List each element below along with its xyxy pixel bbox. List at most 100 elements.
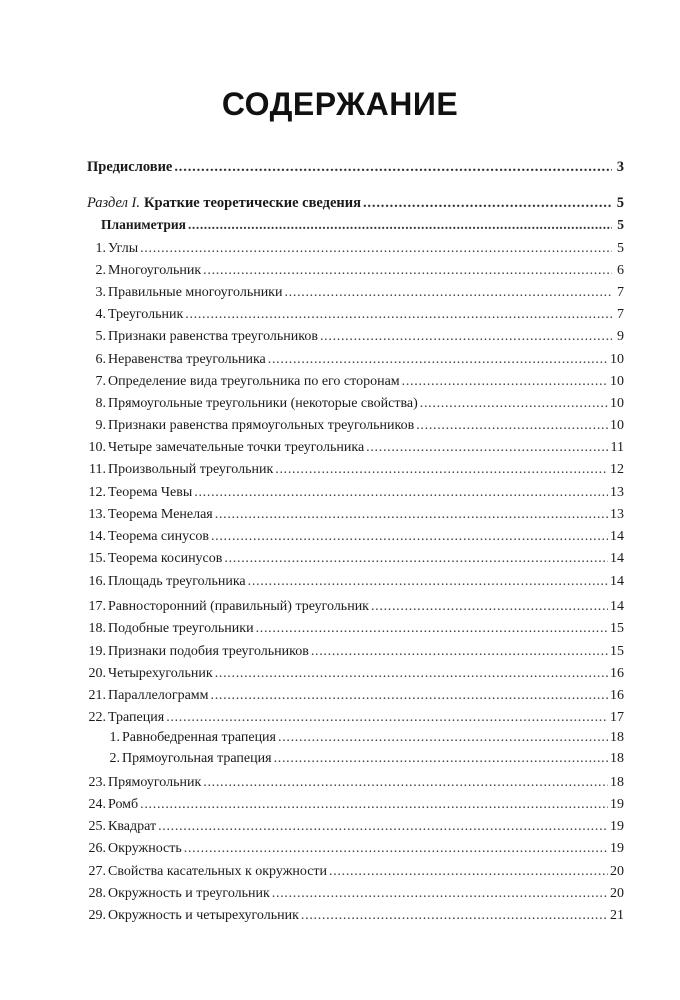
entry-number: 20.: [88, 666, 107, 681]
page-number: 17: [610, 710, 624, 725]
dot-leader: [166, 709, 608, 727]
entry-text: Предисловие: [87, 159, 173, 175]
page-title: СОДЕРЖАНИЕ: [221, 86, 459, 122]
toc-entry[interactable]: 22.Трапеция 17: [78, 709, 625, 727]
dot-leader: [284, 284, 612, 302]
dot-leader: [320, 328, 612, 346]
toc-entry-subsection[interactable]: Планиметрия 5: [99, 216, 624, 234]
entry-number: 6.: [95, 352, 107, 367]
entry-number: 27.: [88, 864, 107, 879]
dot-leader: [402, 373, 608, 391]
page-number: 10: [610, 374, 624, 389]
page-number: 19: [610, 819, 624, 834]
page-number: 21: [610, 908, 624, 923]
toc-entry[interactable]: 17. Равносторонний (правильный) треугольн…: [78, 598, 625, 616]
entry-text: Неравенства треугольника: [108, 352, 266, 367]
toc-entry[interactable]: 23.Прямоугольник 18: [78, 774, 625, 792]
entry-number: 23.: [88, 775, 107, 790]
toc-entry[interactable]: 9. Признаки равенства прямоугольных треуг…: [78, 417, 625, 435]
entry-text: Свойства касательных к окружности: [108, 864, 328, 879]
toc-entry[interactable]: 21.Параллелограмм 16: [78, 687, 625, 705]
toc-entry[interactable]: 16.Площадь треугольника 14: [78, 573, 625, 591]
dot-leader: [278, 729, 608, 747]
toc-entry[interactable]: 2.Многоугольник 6: [78, 262, 625, 280]
entry-text: Теорема синусов: [108, 529, 209, 544]
page-number: 14: [610, 574, 624, 589]
page-number: 20: [610, 886, 624, 901]
page-number: 5: [616, 195, 624, 211]
entry-number: 13.: [88, 507, 107, 522]
page-number: 19: [610, 841, 624, 856]
entry-number: 10.: [88, 440, 107, 455]
toc-entry[interactable]: 4.Треугольник 7: [78, 306, 625, 324]
toc-entry-preface[interactable]: Предисловие 3: [85, 158, 624, 176]
entry-number: 18.: [88, 621, 107, 636]
entry-number: 21.: [88, 688, 107, 703]
toc-entry[interactable]: 7. Определение вида треугольника по его с…: [78, 373, 625, 391]
page-number: 16: [610, 666, 624, 681]
toc-entry[interactable]: 12.Теорема Чевы 13: [78, 484, 625, 502]
entry-text: Окружность: [108, 841, 182, 856]
entry-number: 2.: [95, 263, 107, 278]
toc-entry[interactable]: 6.Неравенства треугольника 10: [78, 351, 625, 369]
page-number: 5: [617, 241, 624, 256]
dot-leader: [211, 528, 608, 546]
toc-entry[interactable]: 5.Признаки равенства треугольников 9: [78, 328, 625, 346]
entry-text: Теорема косинусов: [108, 551, 223, 566]
toc-entry[interactable]: 18.Подобные треугольники 15: [78, 620, 625, 638]
dot-leader: [185, 306, 612, 324]
toc-entry[interactable]: 14.Теорема синусов 14: [78, 528, 625, 546]
entry-text: Четыре замечательные точки треугольника: [108, 440, 365, 455]
dot-leader: [248, 573, 608, 591]
entry-text: Подобные треугольники: [108, 621, 254, 636]
entry-text: Прямоугольные треугольники (некоторые св…: [108, 396, 418, 411]
dot-leader: [371, 598, 608, 616]
toc-entry[interactable]: 1.Углы 5: [78, 240, 625, 258]
dot-leader: [140, 796, 608, 814]
entry-number: 15.: [88, 551, 107, 566]
entry-number: 24.: [88, 797, 107, 812]
entry-number: 19.: [88, 644, 107, 659]
section-prefix: Раздел I.: [87, 195, 141, 211]
dot-leader: [203, 262, 612, 280]
page-number: 16: [610, 688, 624, 703]
toc-entry[interactable]: 20.Четырехугольник 16: [78, 665, 625, 683]
page-number: 7: [617, 307, 624, 322]
toc-entry[interactable]: 3.Правильные многоугольники 7: [78, 284, 625, 302]
toc-subentry[interactable]: 2.Прямоугольная трапеция 18: [100, 750, 625, 768]
page-number: 10: [610, 418, 624, 433]
toc-entry[interactable]: 10. Четыре замечательные точки треугольни…: [78, 439, 625, 457]
toc-entry[interactable]: 25.Квадрат 19: [78, 818, 625, 836]
entry-text: Квадрат: [108, 819, 157, 834]
entry-number: 28.: [88, 886, 107, 901]
entry-text: Площадь треугольника: [108, 574, 246, 589]
dot-leader: [194, 484, 608, 502]
toc-entry[interactable]: 28.Окружность и треугольник 20: [78, 885, 625, 903]
page-number: 20: [610, 864, 624, 879]
toc-entry[interactable]: 24.Ромб 19: [78, 796, 625, 814]
toc-entry[interactable]: 13.Теорема Менелая 13: [78, 506, 625, 524]
dot-leader: [301, 907, 608, 925]
dot-leader: [256, 620, 608, 638]
toc-entry[interactable]: 26.Окружность 19: [78, 840, 625, 858]
dot-leader: [416, 417, 608, 435]
toc-entry[interactable]: 8. Прямоугольные треугольники (некоторые …: [78, 395, 625, 413]
entry-text: Ромб: [108, 797, 139, 812]
dot-leader: [311, 643, 608, 661]
toc-entry-section[interactable]: Раздел I. Краткие теоретические сведения…: [85, 194, 624, 212]
entry-number: 4.: [95, 307, 107, 322]
entry-text: Четырехугольник: [108, 666, 213, 681]
toc-entry[interactable]: 19.Признаки подобия треугольников 15: [78, 643, 625, 661]
toc-entry[interactable]: 27.Свойства касательных к окружности 20: [78, 863, 625, 881]
dot-leader: [224, 550, 608, 568]
toc-entry[interactable]: 15.Теорема косинусов 14: [78, 550, 625, 568]
dot-leader: [184, 840, 608, 858]
toc-entry[interactable]: 11.Произвольный треугольник 12: [78, 461, 624, 479]
dot-leader: [363, 194, 612, 212]
entry-text: Трапеция: [108, 710, 165, 725]
page-number: 18: [610, 730, 624, 745]
entry-number: 7.: [95, 374, 107, 389]
toc-entry[interactable]: 29.Окружность и четырехугольник 21: [78, 907, 625, 925]
toc-subentry[interactable]: 1.Равнобедренная трапеция 18: [100, 729, 625, 747]
entry-text: Произвольный треугольник: [108, 462, 274, 477]
